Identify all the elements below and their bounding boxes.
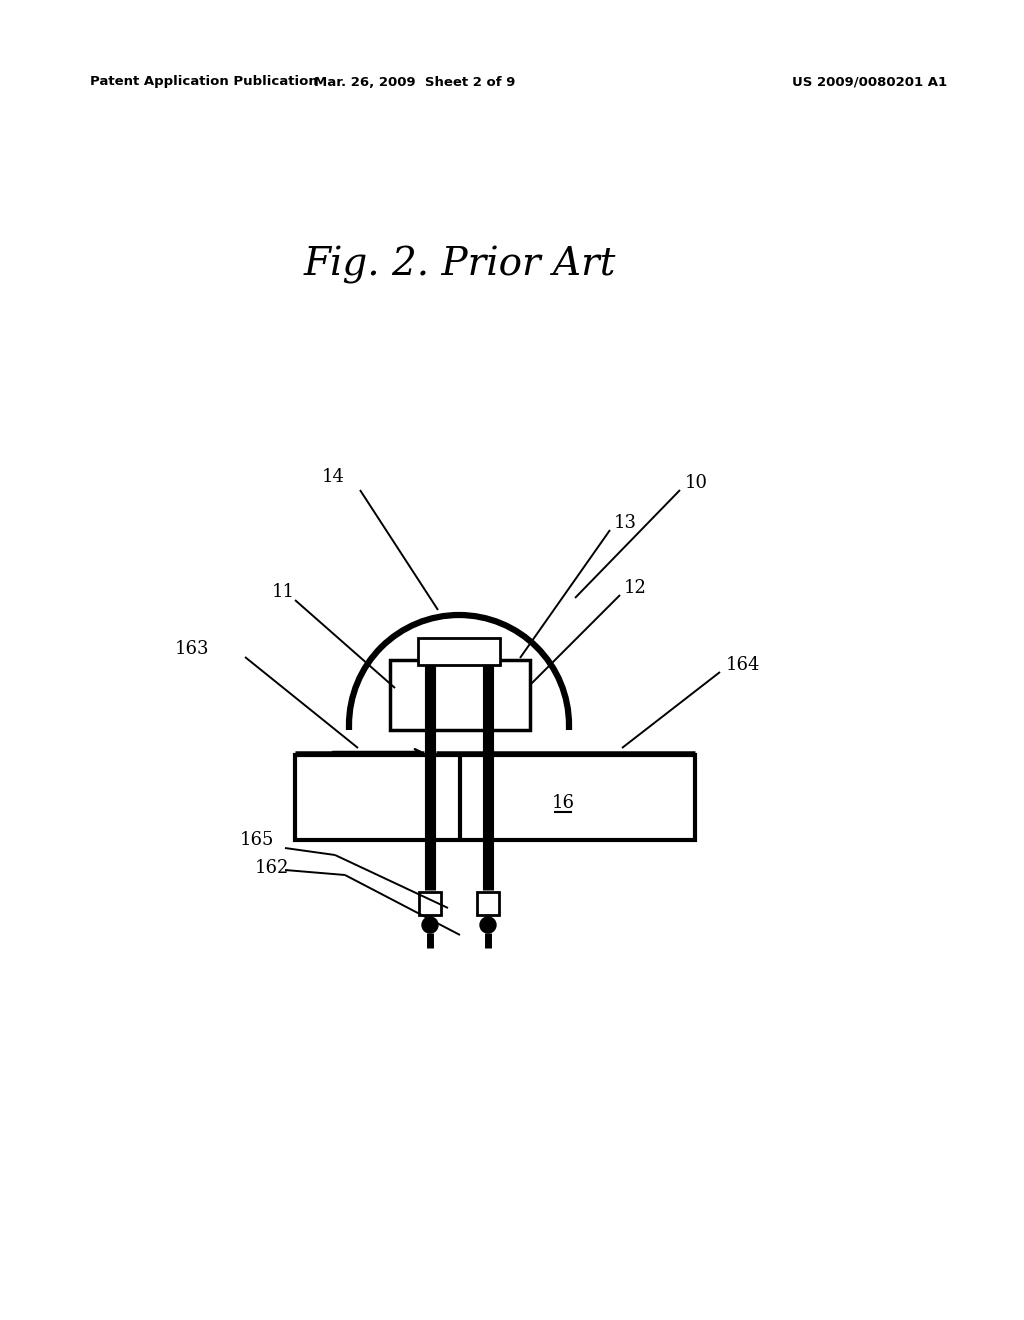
Bar xyxy=(390,660,530,730)
Bar xyxy=(295,755,695,840)
Text: 163: 163 xyxy=(175,640,210,657)
Text: US 2009/0080201 A1: US 2009/0080201 A1 xyxy=(793,75,947,88)
Text: 11: 11 xyxy=(272,583,295,601)
Circle shape xyxy=(422,917,438,933)
Bar xyxy=(477,892,499,915)
Text: 164: 164 xyxy=(726,656,761,675)
Bar xyxy=(419,892,441,915)
Text: 14: 14 xyxy=(322,469,345,486)
Text: 162: 162 xyxy=(255,859,290,876)
Text: Fig. 2. Prior Art: Fig. 2. Prior Art xyxy=(304,246,616,284)
Text: Mar. 26, 2009  Sheet 2 of 9: Mar. 26, 2009 Sheet 2 of 9 xyxy=(314,75,516,88)
Text: 10: 10 xyxy=(685,474,708,492)
Text: 13: 13 xyxy=(614,513,637,532)
Text: 165: 165 xyxy=(240,832,274,849)
Circle shape xyxy=(480,917,496,933)
Text: 12: 12 xyxy=(624,579,647,597)
Text: 16: 16 xyxy=(552,795,574,812)
Text: Patent Application Publication: Patent Application Publication xyxy=(90,75,317,88)
Bar xyxy=(418,638,500,665)
